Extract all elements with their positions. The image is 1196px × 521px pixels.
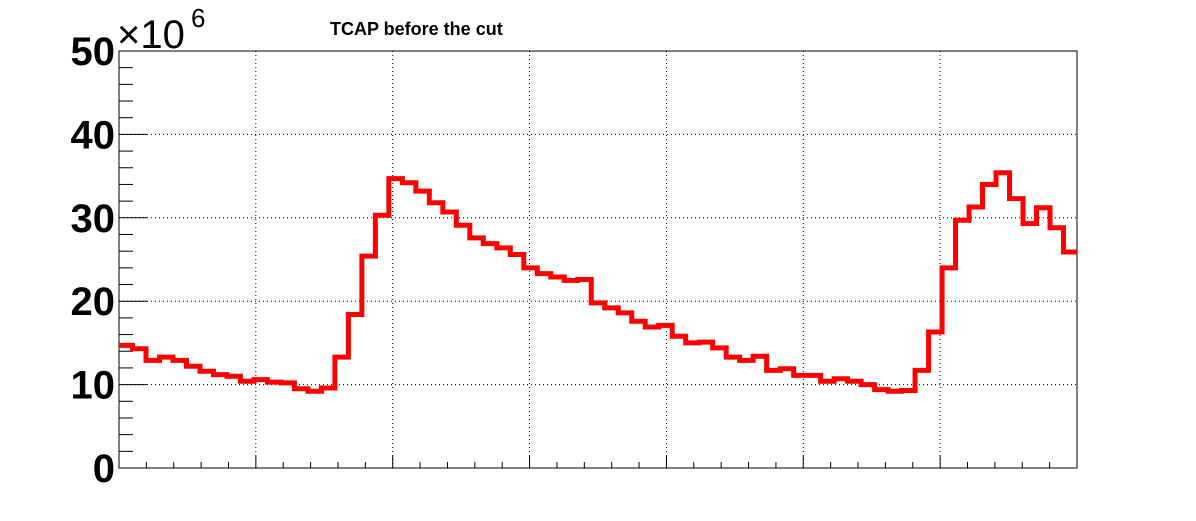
y-tick-label: 30 xyxy=(71,197,116,241)
axis-ticks xyxy=(118,50,1078,469)
grid-lines xyxy=(119,51,1077,468)
y-tick-label: 40 xyxy=(71,113,116,157)
y-tick-label: 20 xyxy=(71,280,116,324)
y-tick-labels: 0 10 20 30 40 50 xyxy=(71,30,116,491)
y-tick-label: 0 xyxy=(93,447,115,491)
plot-frame xyxy=(118,50,1078,469)
y-tick-label: 50 xyxy=(71,30,116,74)
y-axis-multiplier: ×10 xyxy=(117,13,185,57)
chart-title: TCAP before the cut xyxy=(330,19,503,39)
y-axis-multiplier-exponent: 6 xyxy=(191,3,205,33)
series-line xyxy=(119,170,1077,394)
y-tick-label: 10 xyxy=(71,364,116,408)
